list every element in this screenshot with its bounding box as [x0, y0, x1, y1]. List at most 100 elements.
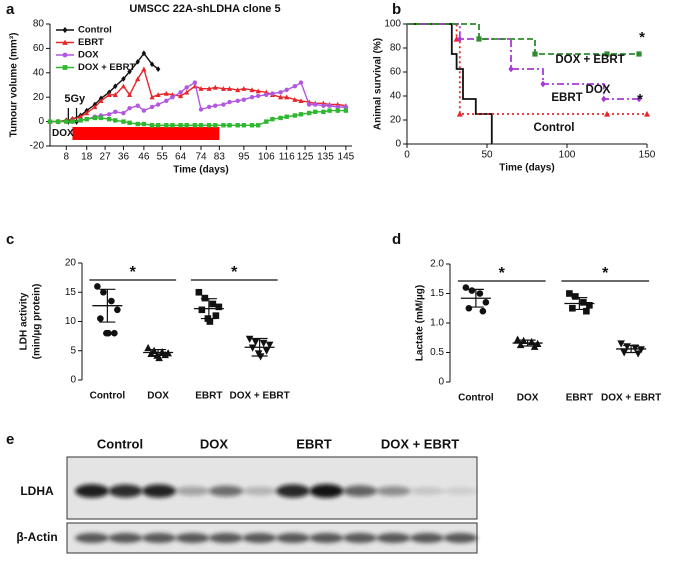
blot-band [276, 533, 310, 543]
marker [265, 341, 274, 349]
marker [127, 105, 132, 111]
marker [327, 108, 332, 113]
panel-label: d [392, 231, 401, 248]
marker [249, 87, 255, 93]
marker [141, 66, 147, 72]
x-tick-label: 100 [559, 150, 576, 161]
marker [135, 103, 140, 108]
blot-band [75, 484, 109, 498]
marker [292, 84, 298, 89]
marker [583, 307, 590, 315]
marker [215, 303, 223, 311]
x-tick-label: 135 [317, 152, 334, 163]
marker [255, 93, 261, 99]
marker [178, 90, 183, 95]
marker [321, 103, 326, 108]
marker [637, 346, 645, 354]
marker [121, 76, 126, 82]
marker [106, 92, 112, 97]
marker [84, 110, 90, 116]
legend-label: DOX [78, 50, 99, 61]
y-tick-label: 1.0 [430, 318, 444, 329]
x-tick-label: 8 [64, 152, 70, 163]
marker [241, 123, 247, 128]
marker [113, 83, 118, 90]
marker [476, 290, 484, 297]
marker [327, 103, 332, 108]
y-axis-label: Animal survival (%) [373, 38, 384, 130]
blot-band [309, 484, 344, 498]
marker [604, 51, 610, 57]
marker [343, 104, 349, 110]
marker [313, 102, 318, 107]
marker [62, 39, 68, 45]
y-axis-label: Tumour volume (mm³) [9, 33, 20, 138]
marker [270, 116, 275, 122]
x-tick-label: EBRT [566, 393, 593, 404]
marker [213, 103, 218, 108]
marker [178, 93, 184, 99]
blot-band [142, 533, 176, 543]
x-axis-label: Time (days) [173, 165, 228, 176]
marker [636, 51, 642, 57]
legend-label: DOX + EBRT [78, 62, 135, 73]
y-tick-label: 20 [65, 258, 77, 269]
marker [141, 50, 147, 57]
blot-band [108, 533, 143, 543]
x-tick-label: 0 [404, 150, 410, 161]
blot-band [410, 533, 444, 543]
marker [335, 108, 340, 113]
marker [47, 119, 53, 124]
marker [298, 80, 304, 85]
annotation: DOX + EBRT [555, 54, 624, 66]
significance-label: * [231, 264, 238, 281]
marker [278, 90, 283, 95]
marker [292, 113, 298, 118]
blot-band [175, 533, 210, 543]
y-tick-label: 2.0 [430, 259, 444, 270]
marker [64, 119, 69, 124]
marker [220, 86, 226, 91]
marker [97, 315, 104, 322]
x-tick-label: 18 [81, 152, 93, 163]
marker [149, 104, 155, 110]
marker [111, 329, 118, 337]
blot-band [209, 533, 243, 543]
marker [241, 97, 247, 102]
treatment-label: DOX [52, 128, 74, 139]
marker [566, 290, 573, 297]
x-tick-label: 150 [639, 150, 656, 161]
marker [198, 107, 204, 112]
lane-label: DOX [200, 436, 229, 451]
marker [144, 343, 152, 352]
marker [241, 86, 247, 91]
marker [270, 91, 275, 96]
lane-label: Control [97, 436, 143, 451]
y-tick-label: 60 [390, 67, 402, 78]
x-tick-label: Control [90, 391, 126, 402]
blot-band [309, 533, 344, 543]
x-tick-label: 27 [100, 152, 112, 163]
x-tick-label: DOX + EBRT [229, 391, 289, 402]
blot-band [242, 533, 277, 543]
significance-label: * [130, 264, 137, 281]
annotation: EBRT [551, 92, 582, 104]
panel-label: a [6, 1, 15, 18]
y-tick-label: 15 [65, 287, 77, 298]
y-axis-label: (min/µg protein) [32, 284, 43, 360]
marker [298, 112, 304, 117]
marker [198, 123, 204, 128]
marker [209, 300, 217, 308]
marker [298, 98, 304, 104]
marker [306, 110, 312, 116]
marker [62, 26, 68, 34]
blot-band [376, 486, 411, 496]
x-axis-label: Time (days) [499, 163, 554, 174]
marker [465, 304, 473, 312]
x-tick-label: 125 [297, 152, 314, 163]
marker [255, 88, 261, 94]
y-tick-label: 10 [65, 316, 77, 327]
marker [636, 95, 642, 103]
marker [98, 98, 104, 104]
